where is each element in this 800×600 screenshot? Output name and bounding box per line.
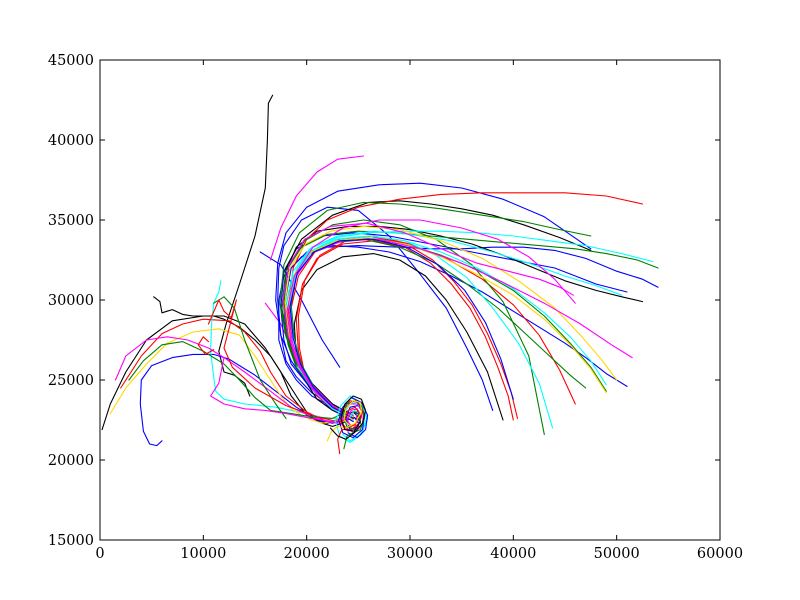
x-tick-label: 50000 — [594, 546, 640, 562]
series-line-22 — [293, 253, 504, 421]
series-line-50 — [329, 395, 367, 440]
plot-area — [101, 94, 659, 455]
series-line-49 — [326, 400, 362, 442]
x-tick-label: 60000 — [697, 546, 743, 562]
y-tick-label: 35000 — [48, 213, 94, 229]
series-line-17 — [278, 245, 659, 418]
series-line-8 — [109, 328, 344, 424]
series-line-12 — [207, 299, 354, 423]
series-line-30 — [281, 230, 659, 421]
series-line-16 — [277, 206, 494, 419]
y-tick-label: 20000 — [48, 453, 94, 469]
y-tick-label: 15000 — [48, 533, 94, 549]
x-tick-label: 0 — [95, 546, 104, 562]
y-tick-label: 40000 — [48, 133, 94, 149]
y-axis-tick-labels: 15000 20000 25000 30000 35000 40000 45000 — [48, 53, 94, 549]
series-line-23 — [275, 182, 592, 423]
y-tick-label: 25000 — [48, 373, 94, 389]
x-tick-label: 30000 — [387, 546, 433, 562]
axis-ticks — [99, 59, 721, 541]
series-line-13 — [197, 336, 215, 355]
series-line-42 — [286, 219, 576, 419]
y-tick-label: 30000 — [48, 293, 94, 309]
x-tick-label: 10000 — [180, 546, 226, 562]
series-line-41 — [282, 222, 574, 419]
series-line-10 — [128, 341, 344, 419]
x-axis-tick-labels: 0 10000 20000 30000 40000 50000 60000 — [95, 546, 743, 562]
series-line-39 — [269, 155, 365, 261]
series-line-43 — [289, 238, 514, 419]
series-line-3 — [101, 315, 359, 431]
series-line-36 — [286, 235, 607, 421]
series-line-14 — [210, 357, 349, 423]
series-line-46 — [341, 403, 365, 434]
x-tick-label: 20000 — [284, 546, 330, 562]
series-line-11 — [213, 296, 287, 419]
x-tick-label: 40000 — [490, 546, 536, 562]
y-tick-label: 45000 — [48, 53, 94, 69]
